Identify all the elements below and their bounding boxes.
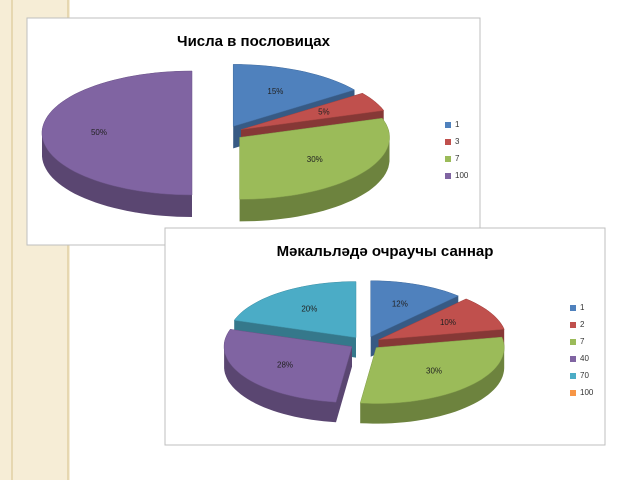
legend-swatch <box>570 356 576 362</box>
data-label: 10% <box>440 318 456 327</box>
data-label: 50% <box>91 128 107 137</box>
slice <box>223 329 353 403</box>
legend-swatch <box>570 390 576 396</box>
slice <box>370 280 459 338</box>
slice <box>239 117 390 200</box>
legend-swatch <box>570 339 576 345</box>
legend-swatch <box>445 156 451 162</box>
legend-label: 100 <box>580 388 594 397</box>
legend-label: 70 <box>580 371 589 380</box>
legend-label: 3 <box>455 137 460 146</box>
data-label: 12% <box>392 300 408 309</box>
chart: Числа в пословицах 15% 5% 50% 30% 1 3 7 100 <box>26 17 481 246</box>
legend-swatch <box>570 373 576 379</box>
data-label: 30% <box>426 366 442 375</box>
slice <box>233 281 357 338</box>
data-label: 5% <box>318 107 330 116</box>
legend-swatch <box>570 305 576 311</box>
legend-label: 1 <box>455 120 460 129</box>
legend-label: 40 <box>580 354 589 363</box>
data-label: 20% <box>301 305 317 314</box>
slice <box>378 298 505 341</box>
legend-swatch <box>445 122 451 128</box>
legend-label: 1 <box>580 303 585 312</box>
legend-label: 2 <box>580 320 585 329</box>
legend-swatch <box>445 173 451 179</box>
legend-label: 100 <box>455 171 469 180</box>
chart: Мәкальләдә очраучы саннар 12% 20% 10% 28% 30%… <box>164 227 606 446</box>
slice <box>232 64 356 127</box>
legend-label: 7 <box>580 337 585 346</box>
legend-swatch <box>570 322 576 328</box>
slice <box>359 336 505 404</box>
slice <box>41 70 193 196</box>
data-label: 28% <box>277 360 293 369</box>
chart-title: Мәкальләдә очраучы саннар <box>277 243 494 260</box>
slice <box>240 92 385 130</box>
data-label: 30% <box>307 155 323 164</box>
legend-label: 7 <box>455 154 460 163</box>
chart-title: Числа в пословицах <box>177 33 331 50</box>
data-label: 15% <box>267 87 283 96</box>
legend-swatch <box>445 139 451 145</box>
